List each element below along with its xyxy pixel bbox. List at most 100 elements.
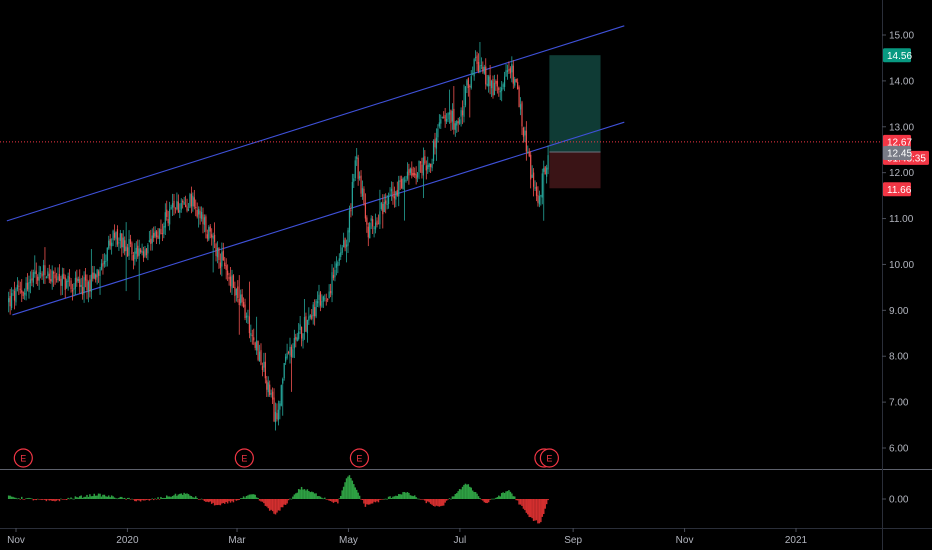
candle-body: [89, 279, 91, 292]
y-axis[interactable]: 15.00 14.00 13.00 12.00 11.00 10.00 9.00 8.00 7.…: [882, 31, 914, 506]
candle-body: [385, 200, 387, 204]
candle-body: [221, 252, 223, 267]
candle-body: [80, 285, 82, 287]
oscillator-bar: [540, 499, 542, 523]
candle-body: [430, 163, 432, 168]
candle-body: [353, 178, 355, 182]
candle: [35, 262, 37, 285]
oscillator-bar: [28, 497, 30, 499]
oscillator-bar: [68, 498, 71, 500]
oscillator-bar: [167, 496, 169, 499]
earnings-marker-circle[interactable]: [13, 448, 33, 468]
candle: [163, 222, 165, 239]
candle-body: [416, 172, 419, 178]
candle-body: [309, 315, 311, 318]
candle-body: [480, 64, 482, 66]
event-markers[interactable]: EEEEE: [13, 448, 559, 468]
candle-body: [22, 291, 24, 297]
candle: [231, 269, 233, 295]
candle-body: [193, 197, 195, 207]
candle: [431, 158, 433, 172]
x-axis[interactable]: Nov 2020 Mar May Jul Sep Nov 2021: [7, 528, 808, 546]
candle: [251, 329, 253, 345]
candle-body: [256, 340, 258, 351]
oscillator-bar: [419, 499, 422, 500]
candle-body: [212, 235, 214, 239]
candle-body: [485, 66, 487, 85]
candle-body: [376, 220, 378, 225]
oscillator-bar: [329, 499, 332, 502]
target-zone[interactable]: [549, 55, 601, 153]
candle: [421, 157, 423, 179]
candle: [13, 281, 16, 310]
oscillator-bar: [70, 497, 72, 499]
earnings-marker[interactable]: E: [13, 448, 33, 468]
candle: [124, 236, 126, 256]
oscillator-bar: [273, 499, 275, 514]
oscillator-bar: [229, 499, 232, 503]
candle-body: [390, 188, 393, 192]
candle: [269, 380, 271, 397]
candle-body: [534, 186, 536, 189]
candle: [334, 261, 336, 282]
candle: [343, 232, 345, 248]
earnings-marker-label: E: [241, 454, 247, 464]
candle: [472, 66, 474, 76]
candle-body: [264, 361, 266, 379]
oscillator-bar: [157, 497, 159, 499]
earnings-marker[interactable]: E: [234, 448, 254, 468]
oscillator-bar: [76, 497, 78, 499]
candle: [286, 343, 288, 360]
stop-zone[interactable]: [549, 152, 601, 189]
candle: [398, 175, 400, 207]
candle: [45, 275, 47, 279]
candle-body: [79, 279, 81, 287]
oscillator-bar: [315, 493, 317, 499]
candle: [18, 280, 20, 296]
candle-body: [419, 161, 422, 164]
x-tick-label: Jul: [453, 535, 466, 546]
oscillator-bar: [450, 498, 452, 500]
oscillator-bar: [351, 480, 354, 499]
oscillator-bar: [353, 484, 355, 499]
candle-body: [380, 202, 382, 209]
candle-body: [54, 274, 56, 279]
target-price-badge-bg: [883, 48, 911, 63]
candle: [480, 57, 482, 70]
oscillator-bar: [113, 497, 116, 499]
candle: [473, 57, 475, 81]
oscillator-bar: [49, 499, 52, 501]
candle: [408, 163, 410, 185]
earnings-marker-circle[interactable]: [349, 448, 370, 468]
candle: [358, 171, 361, 181]
candle: [116, 225, 119, 247]
oscillator-bar: [384, 498, 387, 500]
oscillator-bar: [370, 499, 372, 504]
candle: [463, 84, 465, 123]
oscillator-bar: [500, 493, 503, 499]
candle: [9, 288, 11, 315]
oscillator-bar: [428, 499, 430, 503]
oscillator-bar: [453, 496, 455, 499]
candle: [530, 151, 532, 189]
candle-body: [514, 79, 516, 86]
earnings-marker-circle[interactable]: [539, 448, 559, 468]
oscillator-bar: [416, 498, 419, 500]
channel-line-upper[interactable]: [6, 25, 625, 222]
candle-body: [129, 239, 132, 244]
candle: [506, 64, 509, 80]
oscillator-bar: [283, 499, 285, 505]
earnings-marker[interactable]: E: [539, 448, 559, 468]
candle-body: [160, 228, 162, 234]
candle-body: [15, 288, 17, 303]
oscillator-bar: [158, 499, 161, 500]
earnings-marker[interactable]: E: [349, 448, 370, 468]
oscillator-bar: [389, 496, 391, 499]
candle: [399, 175, 401, 190]
earnings-marker-circle[interactable]: [234, 448, 254, 468]
oscillator-bar: [525, 499, 528, 513]
channel-line-lower[interactable]: [12, 121, 625, 316]
target-price-badge-text: 14.56: [887, 51, 912, 62]
oscillator-bar: [547, 499, 549, 501]
